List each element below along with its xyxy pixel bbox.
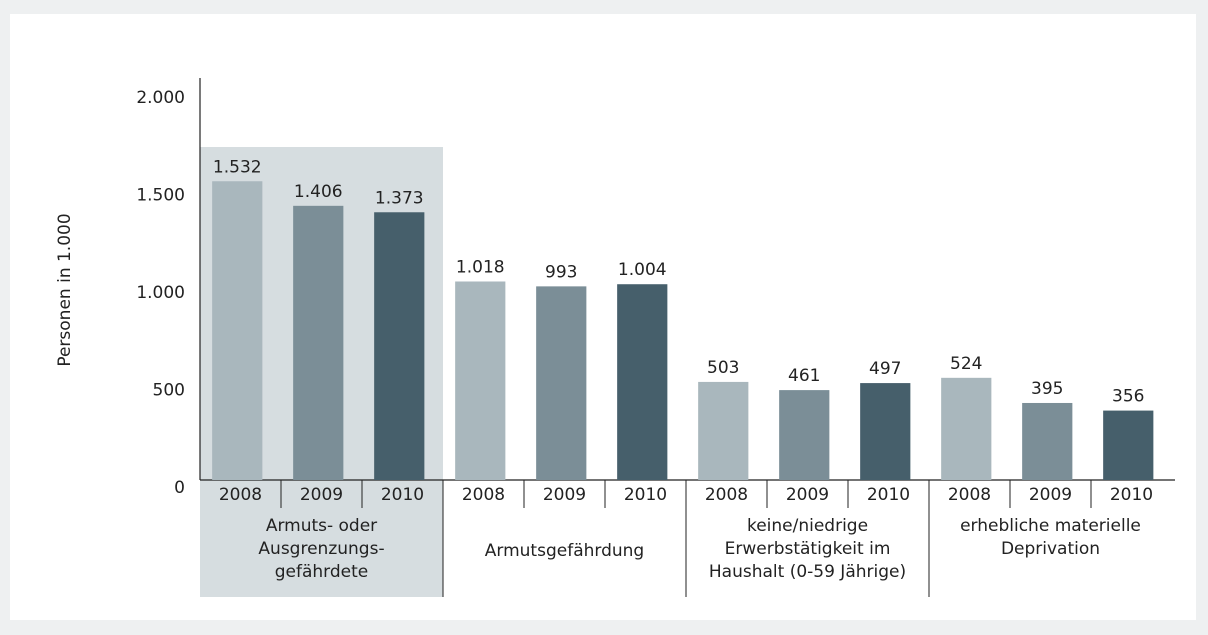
value-label: 524 [950,354,982,374]
y-tick-label: 1.000 [136,283,185,303]
value-label: 1.018 [456,257,505,277]
bar [1022,402,1073,480]
x-tick-label: 2009 [786,485,829,505]
x-tick-label: 2008 [948,485,991,505]
x-tick-label: 2008 [219,485,262,505]
value-label: 1.004 [618,260,667,280]
category-label: Armutsgefährdung [484,541,645,561]
y-tick-label: 2.000 [136,88,185,108]
x-tick-label: 2008 [462,485,505,505]
x-tick-label: 2010 [624,485,667,505]
bar [536,286,587,480]
x-tick-label: 2008 [705,485,748,505]
bar [374,212,425,480]
bar [617,284,668,480]
value-label: 395 [1031,379,1063,399]
value-label: 1.373 [375,188,424,208]
x-tick-label: 2009 [543,485,586,505]
value-label: 356 [1112,387,1144,407]
value-label: 503 [707,358,739,378]
x-tick-label: 2009 [1029,485,1072,505]
bar [212,181,263,480]
y-axis-label: Personen in 1.000 [55,213,75,366]
bar [698,381,749,480]
y-tick-label: 500 [153,381,185,401]
value-label: 1.406 [294,182,343,202]
bar [293,205,344,480]
value-label: 993 [545,262,577,282]
y-tick-label: 1.500 [136,186,185,206]
category-label: Armuts- oder Ausgrenzungs- gefährdete [258,516,385,582]
category-label: keine/niedrige Erwerbstätigkeit im Haush… [708,516,907,582]
x-tick-label: 2010 [381,485,424,505]
y-tick-label: 0 [174,478,185,498]
bar [779,390,830,480]
x-tick-label: 2009 [300,485,343,505]
value-label: 461 [788,366,820,386]
value-label: 1.532 [213,157,262,177]
x-tick-label: 2010 [867,485,910,505]
bar [1103,410,1154,480]
x-tick-label: 2010 [1110,485,1153,505]
value-label: 497 [869,359,901,379]
bar [860,383,911,480]
bar [941,377,992,480]
category-label: erhebliche materielle Deprivation [960,516,1141,559]
bar [455,281,506,480]
